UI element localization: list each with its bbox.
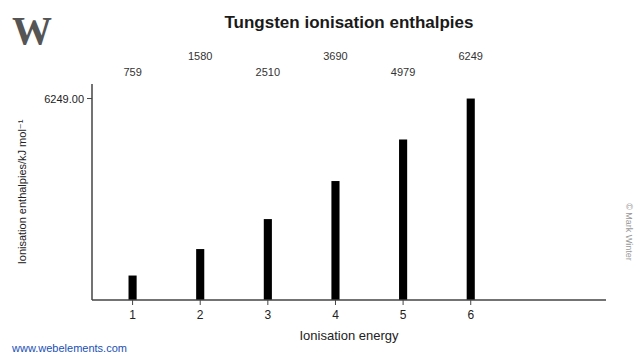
y-tick-label: 6249.00: [44, 93, 84, 105]
copyright: © Mark Winter: [624, 203, 634, 261]
element-symbol: W: [12, 8, 52, 53]
data-label: 3690: [323, 50, 347, 62]
bar: [331, 181, 339, 300]
bars: [129, 99, 475, 300]
x-tick: [132, 300, 133, 305]
y-axis-label: Ionisation enthalpies/kJ mol⁻¹: [16, 119, 28, 264]
x-tick: [335, 300, 336, 305]
x-tick: [470, 300, 471, 305]
bar: [264, 219, 272, 300]
data-label: 4979: [391, 66, 415, 78]
title: Tungsten ionisation enthalpies: [224, 13, 473, 32]
bar: [196, 249, 204, 300]
y-axis-line: [91, 84, 93, 300]
x-tick-label: 6: [467, 308, 474, 322]
bar: [129, 276, 137, 300]
data-label: 2510: [256, 66, 280, 78]
chart: 1 2 3 4 5 6 6249.00 Ionisation energy Ionisation…: [0, 0, 640, 360]
x-tick-label: 2: [197, 308, 204, 322]
x-tick-label: 4: [332, 308, 339, 322]
x-tick-label: 3: [264, 308, 271, 322]
x-tick: [267, 300, 268, 305]
x-axis-line: [92, 299, 606, 301]
data-label: 759: [123, 66, 141, 78]
website: www.webelements.com: [11, 342, 127, 354]
x-tick: [403, 300, 404, 305]
data-label: 1580: [188, 50, 212, 62]
bar: [467, 99, 475, 300]
x-axis-label: Ionisation energy: [299, 328, 399, 343]
x-tick: [200, 300, 201, 305]
x-tick-label: 1: [129, 308, 136, 322]
data-label: 6249: [458, 50, 482, 62]
y-tick: [87, 98, 92, 99]
x-tick-label: 5: [400, 308, 407, 322]
bar: [399, 139, 407, 300]
